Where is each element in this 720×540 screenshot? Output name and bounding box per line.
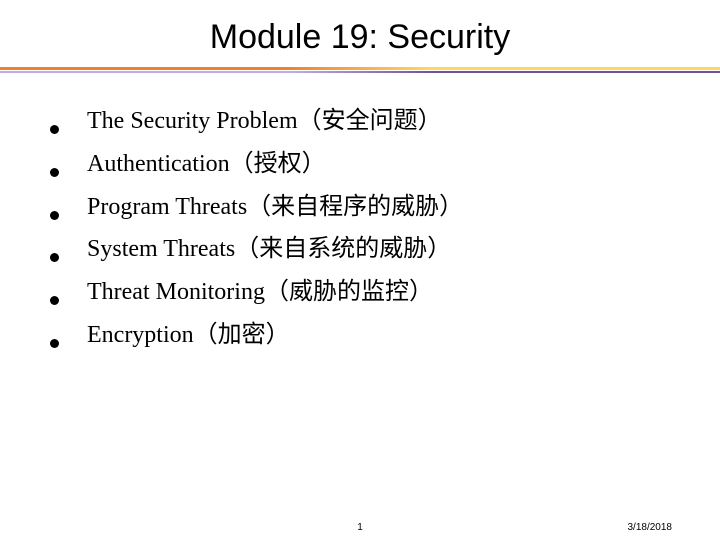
bullet-icon (50, 168, 59, 177)
list-item: Threat Monitoring（威胁的监控） (50, 275, 680, 310)
bullet-icon (50, 253, 59, 262)
bullet-text: Authentication（授权） (87, 147, 326, 182)
bullet-icon (50, 296, 59, 305)
bullet-icon (50, 125, 59, 134)
footer-date: 3/18/2018 (628, 522, 673, 533)
bullet-text: The Security Problem（安全问题） (87, 104, 442, 139)
list-item: Program Threats（来自程序的威胁） (50, 190, 680, 225)
bullet-icon (50, 339, 59, 348)
slide-content: The Security Problem（安全问题） Authenticatio… (0, 70, 720, 353)
list-item: The Security Problem（安全问题） (50, 104, 680, 139)
bullet-text: System Threats（来自系统的威胁） (87, 232, 451, 267)
bullet-icon (50, 211, 59, 220)
title-divider (0, 67, 720, 70)
list-item: Authentication（授权） (50, 147, 680, 182)
slide-title: Module 19: Security (0, 0, 720, 67)
list-item: System Threats（来自系统的威胁） (50, 232, 680, 267)
list-item: Encryption（加密） (50, 318, 680, 353)
bullet-text: Threat Monitoring（威胁的监控） (87, 275, 433, 310)
bullet-text: Program Threats（来自程序的威胁） (87, 190, 463, 225)
page-number: 1 (357, 522, 363, 533)
bullet-text: Encryption（加密） (87, 318, 290, 353)
